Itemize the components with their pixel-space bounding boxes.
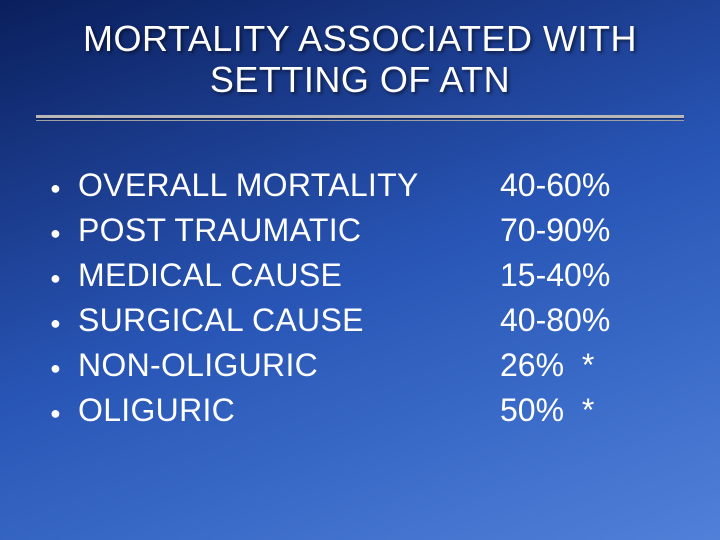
list-item: ● MEDICAL CAUSE 15-40% — [50, 257, 650, 294]
item-label: OLIGURIC — [78, 392, 500, 429]
item-label: OVERALL MORTALITY — [78, 167, 500, 204]
list-item: ● SURGICAL CAUSE 40-80% — [50, 302, 650, 339]
title-block: MORTALITY ASSOCIATED WITH SETTING OF ATN — [0, 0, 720, 101]
content-list: ● OVERALL MORTALITY 40-60% ● POST TRAUMA… — [0, 167, 720, 429]
list-item: ● OVERALL MORTALITY 40-60% — [50, 167, 650, 204]
bullet-icon: ● — [50, 269, 78, 287]
item-value: 40-60% — [500, 167, 650, 204]
title-line-2: SETTING OF ATN — [210, 59, 510, 100]
item-value: 70-90% — [500, 212, 650, 249]
bullet-icon: ● — [50, 359, 78, 377]
item-value: 15-40% — [500, 257, 650, 294]
item-label: MEDICAL CAUSE — [78, 257, 500, 294]
item-label: SURGICAL CAUSE — [78, 302, 500, 339]
item-value: 26% * — [500, 347, 650, 384]
list-item: ● POST TRAUMATIC 70-90% — [50, 212, 650, 249]
slide: MORTALITY ASSOCIATED WITH SETTING OF ATN… — [0, 0, 720, 540]
list-item: ● NON-OLIGURIC 26% * — [50, 347, 650, 384]
list-item: ● OLIGURIC 50% * — [50, 392, 650, 429]
item-label: NON-OLIGURIC — [78, 347, 500, 384]
bullet-icon: ● — [50, 404, 78, 422]
item-value: 50% * — [500, 392, 650, 429]
bullet-icon: ● — [50, 314, 78, 332]
title-divider — [36, 115, 684, 121]
bullet-icon: ● — [50, 179, 78, 197]
item-value: 40-80% — [500, 302, 650, 339]
divider-line-thin — [36, 120, 684, 121]
bullet-icon: ● — [50, 224, 78, 242]
item-label: POST TRAUMATIC — [78, 212, 500, 249]
divider-line-thick — [36, 115, 684, 118]
title-line-1: MORTALITY ASSOCIATED WITH — [83, 18, 637, 59]
slide-title: MORTALITY ASSOCIATED WITH SETTING OF ATN — [0, 18, 720, 101]
